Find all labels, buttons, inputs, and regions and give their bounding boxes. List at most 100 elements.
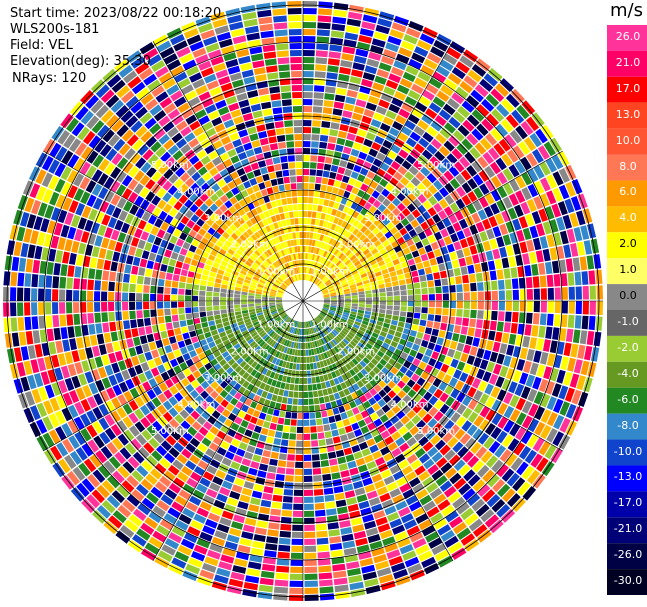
radar-gate xyxy=(571,389,582,405)
radar-gate xyxy=(406,192,417,203)
radar-gate xyxy=(455,61,470,74)
radar-gate xyxy=(375,184,385,193)
radar-gate xyxy=(345,96,356,105)
radar-gate xyxy=(546,353,556,367)
radar-gate xyxy=(283,425,290,433)
radar-gate xyxy=(373,343,381,350)
radar-gate xyxy=(333,346,340,353)
radar-gate xyxy=(418,397,428,408)
radar-gate xyxy=(289,348,293,355)
radar-gate xyxy=(252,540,265,549)
radar-gate xyxy=(305,335,308,342)
radar-gate xyxy=(405,420,415,431)
radar-gate xyxy=(317,432,325,440)
radar-gate xyxy=(157,309,164,317)
radar-gate xyxy=(438,330,446,338)
radar-gate xyxy=(196,507,209,518)
radar-gate xyxy=(349,4,364,14)
colorbar-tick-label: 17.0 xyxy=(615,81,641,95)
radar-gate xyxy=(429,77,443,89)
radar-gate xyxy=(420,281,428,288)
radar-gate xyxy=(439,127,452,139)
radar-gate xyxy=(393,310,400,316)
radar-gate xyxy=(501,257,510,269)
radar-gate xyxy=(187,271,195,278)
radar-gate xyxy=(329,215,335,223)
radar-gate xyxy=(414,46,429,58)
radar-gate xyxy=(506,368,516,380)
radar-gate xyxy=(574,315,582,329)
radar-gate xyxy=(320,274,326,281)
radar-gate xyxy=(246,510,258,520)
radar-gate xyxy=(309,232,314,239)
radar-gate xyxy=(435,301,442,308)
radar-gate xyxy=(360,272,368,279)
radar-gate xyxy=(320,382,327,389)
radar-gate xyxy=(309,363,314,370)
radar-gate xyxy=(361,78,373,88)
radar-gate xyxy=(343,309,350,314)
radar-gate xyxy=(259,23,273,32)
radar-gate xyxy=(303,412,310,419)
radar-gate xyxy=(348,574,363,584)
radar-gate xyxy=(323,352,329,359)
radar-gate xyxy=(101,237,110,249)
radar-gate xyxy=(24,302,31,316)
radar-gate xyxy=(59,314,67,327)
radar-gate xyxy=(411,250,420,258)
radar-gate xyxy=(427,184,438,195)
radar-gate xyxy=(414,288,421,295)
radar-gate xyxy=(282,106,293,113)
radar-gate xyxy=(546,174,558,189)
radar-gate xyxy=(414,225,423,234)
radar-gate xyxy=(259,506,271,515)
radar-gate xyxy=(221,284,228,289)
radar-gate xyxy=(290,57,302,64)
radar-gate xyxy=(423,58,438,70)
radar-gate xyxy=(492,479,506,493)
radar-gate xyxy=(299,363,303,370)
radar-gate xyxy=(214,530,228,540)
radar-gate xyxy=(321,275,327,282)
radar-gate xyxy=(255,403,263,412)
radar-gate xyxy=(24,273,32,287)
radar-gate xyxy=(357,285,364,290)
radar-gate xyxy=(553,274,561,287)
radar-gate xyxy=(371,547,385,557)
radar-gate xyxy=(296,363,300,370)
radar-gate xyxy=(364,220,373,228)
radar-gate xyxy=(167,329,175,337)
radar-gate xyxy=(413,125,425,137)
radar-gate xyxy=(292,510,303,517)
radar-gate xyxy=(408,165,419,176)
radar-gate xyxy=(183,532,198,544)
radar-gate xyxy=(496,353,505,365)
radar-gate xyxy=(177,544,192,556)
radar-gate xyxy=(71,240,80,253)
radar-gate xyxy=(521,187,532,201)
radar-gate xyxy=(292,99,302,106)
radar-gate xyxy=(319,593,335,601)
radar-gate xyxy=(283,346,288,354)
radar-gate xyxy=(319,360,325,368)
radar-gate xyxy=(308,321,312,327)
colorbar-tick-label: -21.0 xyxy=(613,522,643,536)
radar-gate xyxy=(303,322,305,328)
radar-gate xyxy=(324,214,331,221)
radar-gate xyxy=(436,255,444,265)
radar-gate xyxy=(213,574,229,584)
radar-gate xyxy=(535,128,548,144)
radar-gate xyxy=(345,223,352,231)
radar-gate xyxy=(328,529,341,537)
radar-gate xyxy=(190,551,206,562)
radar-gate xyxy=(384,542,398,553)
radar-gate xyxy=(320,184,327,192)
radar-gate xyxy=(350,340,357,347)
radar-gate xyxy=(431,543,446,556)
radar-gate xyxy=(303,461,312,468)
radar-gate xyxy=(442,374,452,384)
radar-gate xyxy=(400,40,416,51)
radar-gate xyxy=(430,138,442,150)
radar-gate xyxy=(363,314,371,319)
radar-gate xyxy=(334,241,341,248)
